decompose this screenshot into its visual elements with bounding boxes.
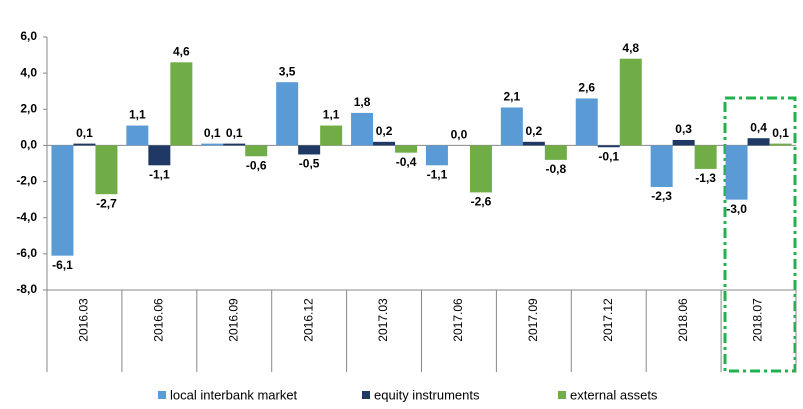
value-label: 0,2	[376, 124, 393, 138]
y-tick-label: -4,0	[16, 210, 37, 224]
value-label: 0,3	[675, 122, 692, 136]
x-tick-label: 2017.09	[526, 298, 540, 342]
legend-label: local interbank market	[170, 387, 298, 402]
value-label: 1,1	[323, 108, 340, 122]
bar	[650, 145, 673, 187]
legend-swatch	[362, 391, 370, 399]
bar	[469, 145, 492, 193]
bar	[298, 145, 321, 155]
y-tick-label: 6,0	[20, 29, 37, 43]
highlight-box	[723, 96, 797, 373]
x-tick-label: 2016.06	[152, 298, 166, 342]
y-tick-label: -2,0	[16, 174, 37, 188]
x-tick-label: 2016.03	[77, 298, 91, 342]
value-label: 2,6	[578, 81, 595, 95]
value-label: -3,0	[726, 202, 747, 216]
value-label: -6,1	[52, 258, 73, 272]
value-label: -2,6	[471, 195, 492, 209]
bar	[544, 145, 567, 160]
bar	[725, 145, 748, 200]
bar	[769, 143, 792, 146]
bar	[148, 145, 171, 166]
legend-swatch	[558, 391, 566, 399]
x-tick-label: 2016.12	[301, 298, 315, 342]
bar	[672, 140, 695, 146]
bar	[619, 58, 642, 146]
legend-label: equity instruments	[374, 387, 480, 402]
bar	[351, 112, 374, 146]
value-label: -0,5	[299, 157, 320, 171]
value-label: 1,1	[129, 108, 146, 122]
bar	[320, 125, 343, 146]
bar	[73, 143, 96, 146]
value-label: -2,3	[651, 189, 672, 203]
bar	[395, 145, 418, 153]
bar	[425, 145, 448, 166]
value-label: 0,0	[451, 128, 468, 142]
value-label: -1,3	[695, 171, 716, 185]
y-tick-label: 4,0	[20, 65, 37, 79]
bar	[95, 145, 118, 195]
bar	[500, 107, 523, 146]
bar	[373, 141, 396, 146]
value-label: 0,1	[204, 126, 221, 140]
value-label: -0,1	[598, 149, 619, 163]
value-label: 1,8	[354, 95, 371, 109]
bar	[223, 143, 246, 146]
value-label: 4,6	[173, 44, 190, 58]
value-label: -0,4	[396, 155, 417, 169]
bar	[694, 145, 717, 169]
bar	[126, 125, 149, 146]
value-label: -1,1	[427, 167, 448, 181]
value-label: 2,1	[504, 90, 521, 104]
value-label: -2,7	[96, 196, 117, 210]
bar	[597, 145, 620, 148]
x-tick-label: 2017.06	[451, 298, 465, 342]
bar	[201, 143, 224, 146]
legend-swatch	[158, 391, 166, 399]
bar	[522, 141, 545, 146]
x-tick-label: 2017.03	[376, 298, 390, 342]
y-tick-label: -8,0	[16, 282, 37, 296]
value-label: 0,4	[750, 120, 767, 134]
value-label: 0,1	[76, 126, 93, 140]
y-tick-label: 2,0	[20, 101, 37, 115]
value-label: 0,1	[772, 126, 789, 140]
legend-label: external assets	[570, 387, 658, 402]
bar	[747, 138, 770, 146]
value-label: 0,1	[226, 126, 243, 140]
bar	[170, 62, 193, 146]
value-label: -0,8	[546, 162, 567, 176]
value-label: 4,8	[622, 41, 639, 55]
value-label: 0,2	[526, 124, 543, 138]
bar	[575, 98, 598, 146]
x-tick-label: 2018.06	[676, 298, 690, 342]
x-tick-label: 2016.09	[226, 298, 240, 342]
x-tick-label: 2018.07	[751, 298, 765, 342]
bar	[245, 145, 268, 157]
x-tick-label: 2017.12	[601, 298, 615, 342]
y-tick-label: -6,0	[16, 246, 37, 260]
value-label: -1,1	[149, 167, 170, 181]
bar	[276, 82, 299, 146]
value-label: -0,6	[246, 158, 267, 172]
value-label: 3,5	[279, 64, 296, 78]
bar	[51, 145, 74, 256]
y-tick-label: 0,0	[20, 138, 37, 152]
